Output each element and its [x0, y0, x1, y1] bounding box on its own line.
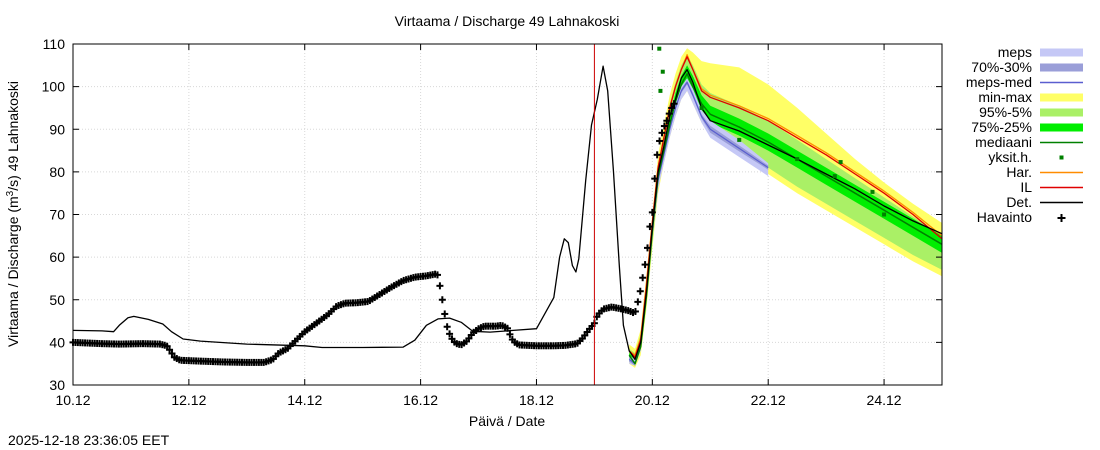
legend-label-meps: meps	[998, 44, 1032, 60]
point-havainto	[443, 323, 451, 331]
legend-label-det: Det.	[1006, 194, 1032, 210]
point-havainto	[631, 307, 639, 315]
plot-area	[69, 43, 943, 386]
point-yksit	[660, 69, 665, 74]
legend-label-havainto: Havainto	[977, 209, 1032, 225]
y-tick-label: 50	[49, 292, 65, 308]
point-havainto	[636, 287, 644, 295]
legend-swatch-havainto	[1057, 214, 1066, 222]
point-havainto	[441, 310, 449, 318]
y-tick-label: 90	[49, 121, 65, 137]
point-havainto	[660, 122, 668, 130]
point-havainto	[163, 342, 171, 350]
legend-swatch-meps	[1040, 48, 1083, 57]
band-75-25	[629, 65, 942, 366]
point-havainto	[653, 151, 661, 159]
point-havainto	[166, 346, 174, 354]
point-havainto	[665, 110, 673, 118]
legend-swatch-meps7030	[1040, 63, 1083, 72]
legend-label-p955: 95%-5%	[979, 104, 1032, 120]
point-havainto	[641, 261, 649, 269]
legend-label-il: IL	[1020, 179, 1032, 195]
chart-title: Virtaama / Discharge 49 Lahnakoski	[395, 13, 620, 29]
x-tick-label: 14.12	[287, 392, 322, 408]
point-havainto	[168, 349, 176, 357]
x-tick-label: 22.12	[751, 392, 786, 408]
legend-label-meps7030: 70%-30%	[971, 59, 1032, 75]
point-havainto	[668, 104, 676, 112]
line-det	[72, 65, 943, 361]
point-havainto	[656, 137, 664, 145]
point-havainto	[670, 100, 678, 108]
series-lines	[72, 54, 943, 365]
y-tick-label: 40	[49, 334, 65, 350]
y-tick-label: 110	[43, 36, 66, 52]
legend-swatch-minmax	[1040, 93, 1083, 102]
x-tick-label: 10.12	[55, 392, 90, 408]
forecast-bands	[629, 48, 942, 368]
x-tick-label: 16.12	[403, 392, 438, 408]
legend-label-yksit: yksit.h.	[988, 149, 1032, 165]
point-havainto	[436, 282, 444, 290]
point-yksit	[838, 160, 843, 165]
y-axis-label-suffix: /s) 49 Lahnakoski	[5, 81, 21, 191]
y-axis-label: Virtaama / Discharge (m3/s) 49 Lahnakosk…	[5, 81, 22, 347]
point-yksit	[658, 88, 663, 93]
point-havainto	[433, 271, 441, 279]
y-axis-label-prefix: Virtaama / Discharge (m	[5, 196, 21, 347]
point-yksit	[832, 174, 837, 179]
timestamp: 2025-12-18 23:36:05 EET	[8, 432, 170, 448]
point-havainto	[639, 274, 647, 282]
point-yksit	[795, 157, 800, 162]
point-havainto	[663, 117, 671, 125]
y-tick-label: 100	[42, 79, 66, 95]
x-axis-label: Päivä / Date	[469, 413, 545, 429]
x-tick-label: 18.12	[519, 392, 554, 408]
y-tick-label: 60	[49, 249, 65, 265]
x-axis: 10.12 12.12 14.12 16.12 18.12 20.12 22.12 24.12	[55, 44, 902, 408]
point-havainto	[438, 296, 446, 304]
point-yksit	[699, 105, 704, 110]
point-havainto	[634, 298, 642, 306]
y-tick-label: 30	[49, 377, 65, 393]
point-havainto	[644, 244, 652, 252]
point-yksit	[870, 189, 875, 194]
legend-label-har: Har.	[1006, 164, 1032, 180]
point-havainto	[646, 223, 654, 231]
legend-label-p7525: 75%-25%	[971, 119, 1032, 135]
point-havainto	[651, 175, 659, 183]
point-yksit	[657, 46, 662, 51]
legend-swatch-p7525	[1040, 123, 1083, 132]
x-tick-label: 24.12	[867, 392, 902, 408]
series-points	[69, 46, 887, 366]
point-havainto	[446, 330, 454, 338]
y-axis-label-sup: 3	[5, 190, 16, 196]
legend-label-median: mediaani	[975, 134, 1032, 150]
point-havainto	[648, 208, 656, 216]
y-tick-label: 70	[49, 207, 65, 223]
legend-swatch-yksit	[1059, 155, 1064, 160]
point-yksit	[737, 137, 742, 142]
legend: meps70%-30%meps-medmin-max95%-5%75%-25%m…	[966, 44, 1083, 225]
point-havainto	[504, 324, 511, 332]
x-tick-label: 20.12	[635, 392, 670, 408]
legend-label-minmax: min-max	[978, 89, 1032, 105]
legend-label-mepsmed: meps-med	[966, 74, 1032, 90]
y-tick-label: 80	[49, 164, 65, 180]
point-yksit	[882, 212, 887, 217]
x-tick-label: 12.12	[171, 392, 206, 408]
point-havainto	[506, 330, 514, 338]
point-havainto	[658, 129, 666, 137]
y-axis: 30 40 50 60 70 80 90 100 110	[42, 36, 942, 393]
legend-swatch-p955	[1040, 108, 1083, 117]
band-meps	[629, 78, 769, 366]
